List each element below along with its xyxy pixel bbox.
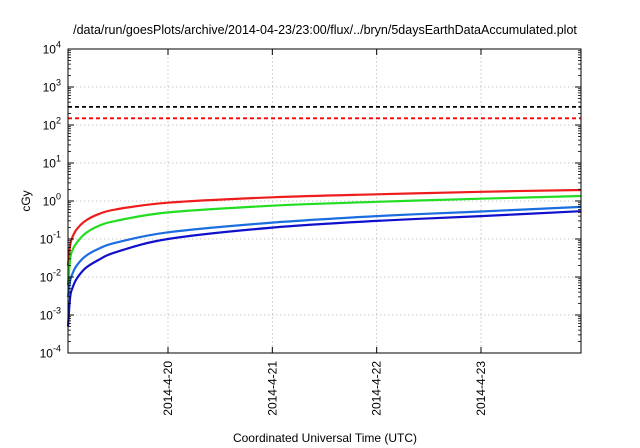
series-group	[66, 188, 582, 327]
series-line	[66, 205, 582, 298]
grid	[68, 49, 581, 353]
y-tick-base: 10	[40, 271, 54, 285]
y-tick-base: 10	[43, 195, 57, 209]
y-tick-label: 10-2	[40, 268, 61, 285]
y-tick-exponent: 0	[56, 192, 61, 202]
y-tick-base: 10	[43, 81, 57, 95]
chart-title: /data/run/goesPlots/archive/2014-04-23/2…	[73, 23, 577, 37]
y-tick-exponent: 3	[56, 78, 61, 88]
series-line	[66, 188, 582, 266]
x-tick-label: 2014-4-21	[265, 361, 279, 416]
series-line	[66, 194, 582, 286]
y-tick-label: 10-1	[40, 230, 61, 247]
x-tick-label: 2014-4-23	[474, 361, 488, 416]
y-tick-label: 104	[43, 40, 61, 57]
y-tick-exponent: 4	[56, 40, 61, 50]
x-axis-label: Coordinated Universal Time (UTC)	[233, 431, 417, 445]
y-tick-exponent: -3	[53, 306, 61, 316]
y-tick-base: 10	[40, 347, 54, 361]
series-line	[66, 210, 582, 327]
reference-lines	[68, 105, 581, 120]
y-axis-label: cGy	[19, 190, 33, 211]
y-tick-base: 10	[40, 233, 54, 247]
y-tick-label: 101	[43, 154, 61, 171]
x-tick-label: 2014-4-20	[161, 361, 175, 416]
y-tick-label: 102	[43, 116, 61, 133]
y-tick-exponent: 2	[56, 116, 61, 126]
x-tick-label: 2014-4-22	[370, 361, 384, 416]
y-tick-exponent: -1	[53, 230, 61, 240]
y-tick-exponent: 1	[56, 154, 61, 164]
y-tick-label: 10-3	[40, 306, 61, 323]
y-tick-base: 10	[43, 119, 57, 133]
y-tick-exponent: -2	[53, 268, 61, 278]
y-tick-exponent: -4	[53, 344, 61, 354]
y-tick-label: 100	[43, 192, 61, 209]
y-tick-label: 103	[43, 78, 61, 95]
y-tick-base: 10	[43, 157, 57, 171]
y-tick-base: 10	[43, 43, 57, 57]
x-axis: 2014-4-20 2014-4-21 2014-4-22 2014-4-23	[161, 49, 488, 416]
y-tick-base: 10	[40, 309, 54, 323]
y-tick-label: 10-4	[40, 344, 61, 361]
